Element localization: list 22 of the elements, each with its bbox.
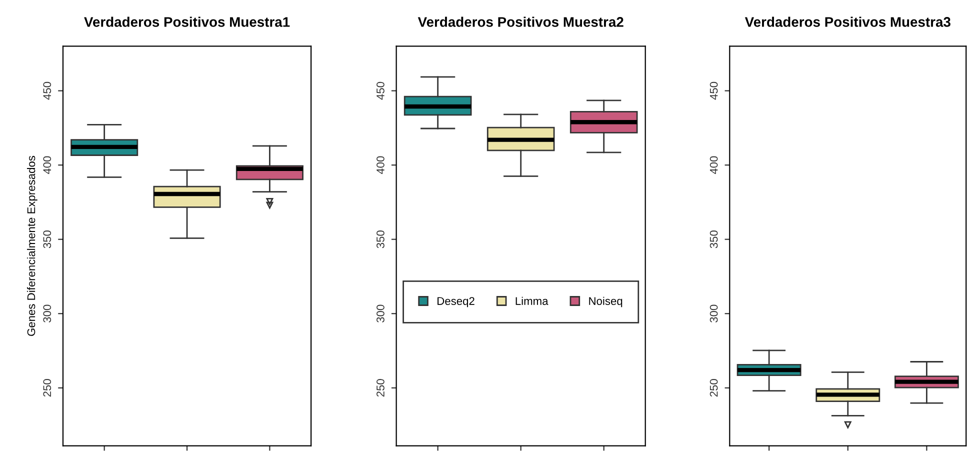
y-tick-label: 450 (710, 82, 718, 100)
y-tick-label: 400 (376, 156, 384, 174)
y-tick-label: 350 (43, 230, 52, 248)
y-tick-label: 350 (710, 230, 718, 248)
legend-label: Noiseq (589, 296, 622, 308)
chart-title: Verdaderos Positivos Muestra3 (744, 16, 950, 27)
y-tick-label: 350 (376, 230, 384, 248)
chart-title: Verdaderos Positivos Muestra1 (84, 16, 290, 27)
y-tick-label: 400 (43, 156, 52, 174)
y-tick-label: 400 (710, 156, 718, 174)
legend-label: Deseq2 (438, 297, 474, 308)
legend-label: Limma (516, 296, 548, 305)
y-tick-label: 300 (710, 304, 718, 322)
y-tick-label: 250 (376, 379, 384, 397)
y-tick-label: 250 (710, 379, 718, 397)
chart-title: Verdaderos Positivos Muestra2 (418, 16, 624, 27)
y-axis-title: Genes Diferencialmente Expresados (26, 156, 38, 336)
y-tick-label: 300 (43, 304, 52, 322)
y-tick-label: 450 (376, 82, 384, 100)
y-tick-label: 250 (43, 379, 52, 397)
y-tick-label: 300 (376, 304, 384, 322)
y-tick-label: 450 (43, 82, 52, 100)
